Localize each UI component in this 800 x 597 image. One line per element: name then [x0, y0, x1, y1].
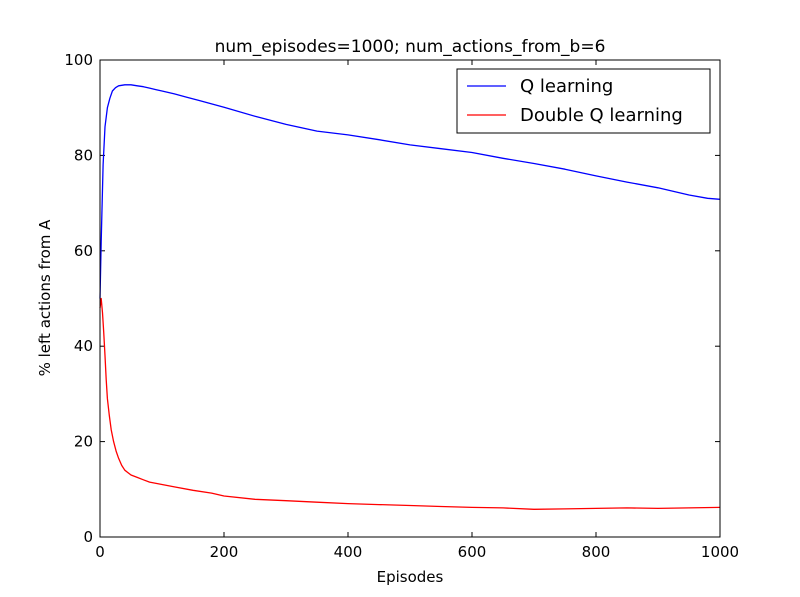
x-tick-label: 800	[582, 543, 611, 561]
legend: Q learning Double Q learning	[456, 68, 711, 134]
x-tick-label: 400	[334, 543, 363, 561]
x-tick-label: 600	[458, 543, 487, 561]
y-tick-label: 60	[74, 242, 93, 260]
y-tick-label: 100	[64, 51, 93, 69]
y-tick-label: 0	[83, 528, 93, 546]
y-axis-label: % left actions from A	[36, 219, 54, 377]
y-tick-label: 20	[74, 433, 93, 451]
x-tick-label: 0	[95, 543, 105, 561]
y-tick-label: 80	[74, 146, 93, 164]
legend-label: Double Q learning	[520, 105, 683, 126]
series-line-double-q-learning	[99, 297, 721, 510]
chart-title: num_episodes=1000; num_actions_from_b=6	[215, 37, 606, 57]
series-group	[99, 84, 721, 510]
y-tick-label: 40	[74, 337, 93, 355]
legend-label: Q learning	[520, 76, 613, 97]
x-tick-label: 200	[210, 543, 239, 561]
x-ticks: 0 200 400 600 800 1000	[95, 60, 739, 561]
x-axis-label: Episodes	[377, 568, 444, 586]
plot-frame	[99, 59, 721, 538]
series-line-q-learning	[99, 84, 721, 299]
x-tick-label: 1000	[701, 543, 739, 561]
legend-box	[456, 68, 711, 134]
